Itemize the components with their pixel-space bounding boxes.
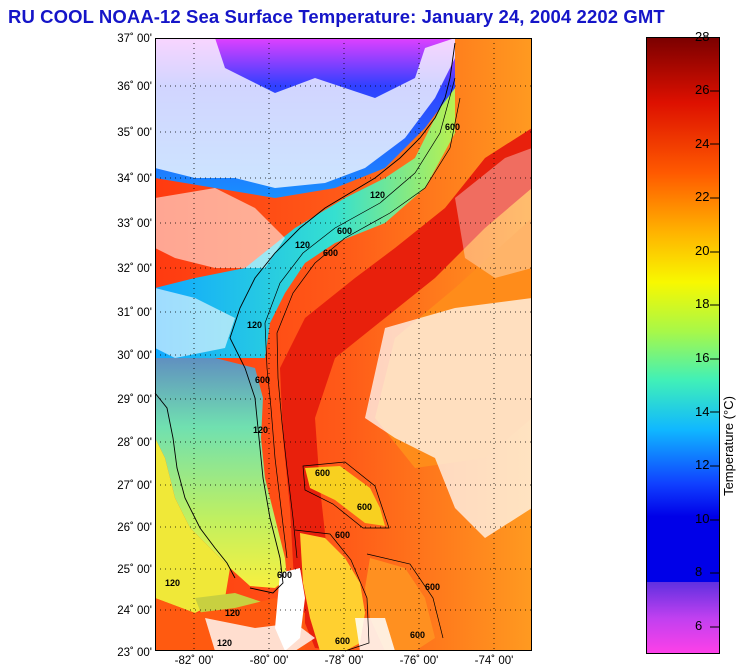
cloud-patch <box>365 298 532 538</box>
contour-label: 120 <box>370 190 385 200</box>
colorbar-ramp <box>646 37 720 582</box>
lat-label: 24˚ 00' <box>117 605 152 617</box>
contour-label: 600 <box>357 502 372 512</box>
contour-label: 120 <box>247 320 262 330</box>
colorbar-label-wrap: Temperature (°C) <box>721 396 741 496</box>
lon-label: -82˚ 00' <box>174 655 214 667</box>
great-bahama-bank <box>300 533 365 651</box>
lat-label: 23˚ 00' <box>117 647 152 659</box>
isobath-120 <box>264 77 456 559</box>
contour-label: 600 <box>445 122 460 132</box>
contour-labels: 600 120 600 120 600 120 600 120 600 600 … <box>165 122 460 648</box>
contour-label: 600 <box>335 530 350 540</box>
lat-label: 36˚ 00' <box>117 81 152 93</box>
map-title: RU COOL NOAA-12 Sea Surface Temperature:… <box>8 6 665 27</box>
cloud-patch <box>455 148 532 278</box>
isobath-600 <box>276 97 461 559</box>
contour-label: 600 <box>425 582 440 592</box>
bahamas-contour <box>366 553 444 639</box>
colorbar-label: Temperature (°C) <box>721 396 736 496</box>
cloud-streak <box>155 288 235 358</box>
contour-label: 120 <box>253 425 268 435</box>
lat-label: 30˚ 00' <box>117 350 152 362</box>
contour-label: 600 <box>410 630 425 640</box>
gulf-coastline <box>154 392 236 579</box>
cloud-streak <box>155 188 285 268</box>
lat-label: 37˚ 00' <box>117 33 152 45</box>
colorbar-tick-label: 6 <box>695 618 703 633</box>
colorbar-tick-label: 18 <box>695 296 710 311</box>
contour-label: 600 <box>277 570 292 580</box>
lon-label: -80˚ 00' <box>249 655 289 667</box>
lat-label: 27˚ 00' <box>117 480 152 492</box>
gulf-stream <box>280 128 532 651</box>
temperature-colorbar <box>646 37 720 654</box>
contour-label: 120 <box>217 638 232 648</box>
bahamas-contour <box>294 529 370 652</box>
lat-label: 28˚ 00' <box>117 437 152 449</box>
contour-label: 120 <box>295 240 310 250</box>
lat-label: 25˚ 00' <box>117 564 152 576</box>
bahamas-cloud <box>275 568 305 651</box>
gulf-water <box>155 438 230 613</box>
coastline <box>229 42 456 594</box>
colorbar-frame <box>646 37 720 654</box>
lat-label: 32˚ 00' <box>117 263 152 275</box>
contour-label: 120 <box>165 578 180 588</box>
lat-label: 31˚ 00' <box>117 307 152 319</box>
contour-label: 600 <box>315 468 330 478</box>
bahamas-contour <box>302 461 390 529</box>
contour-label: 120 <box>225 608 240 618</box>
contour-label: 600 <box>335 636 350 646</box>
sst-map[interactable]: 600 120 600 120 600 120 600 120 600 600 … <box>154 38 532 652</box>
lat-label: 34˚ 00' <box>117 173 152 185</box>
colorbar-ticks <box>710 90 720 628</box>
bahamas-cloud <box>355 618 395 651</box>
lat-label: 33˚ 00' <box>117 218 152 230</box>
lat-label: 35˚ 00' <box>117 127 152 139</box>
lon-label: -76˚ 00' <box>399 655 439 667</box>
colorbar-tick-label: 14 <box>695 404 710 419</box>
contour-label: 600 <box>255 375 270 385</box>
land <box>155 38 455 188</box>
lon-label: -74˚ 00' <box>474 655 514 667</box>
colorbar-tick-label: 22 <box>695 189 710 204</box>
colorbar-tick-label: 26 <box>695 82 710 97</box>
colorbar-tick-label: 16 <box>695 350 710 365</box>
contour-label: 600 <box>337 226 352 236</box>
little-bahama-bank <box>305 466 385 526</box>
colorbar-tick-label: 20 <box>695 243 710 258</box>
colorbar-tick-label: 12 <box>695 457 710 472</box>
lat-label: 26˚ 00' <box>117 522 152 534</box>
colorbar-tick-label: 24 <box>695 136 710 151</box>
colorbar-tick-label: 8 <box>695 564 703 579</box>
contour-label: 600 <box>323 248 338 258</box>
map-frame <box>155 38 532 651</box>
colorbar-tick-label: 28 <box>695 29 710 44</box>
florida-peninsula <box>155 358 287 588</box>
lat-label: 29˚ 00' <box>117 394 152 406</box>
lon-label: -78˚ 00' <box>324 655 364 667</box>
shelf-water <box>155 78 455 358</box>
colorbar-tick-label: 10 <box>695 511 710 526</box>
colorbar-ramp-low <box>646 582 720 654</box>
graticule <box>155 38 532 651</box>
